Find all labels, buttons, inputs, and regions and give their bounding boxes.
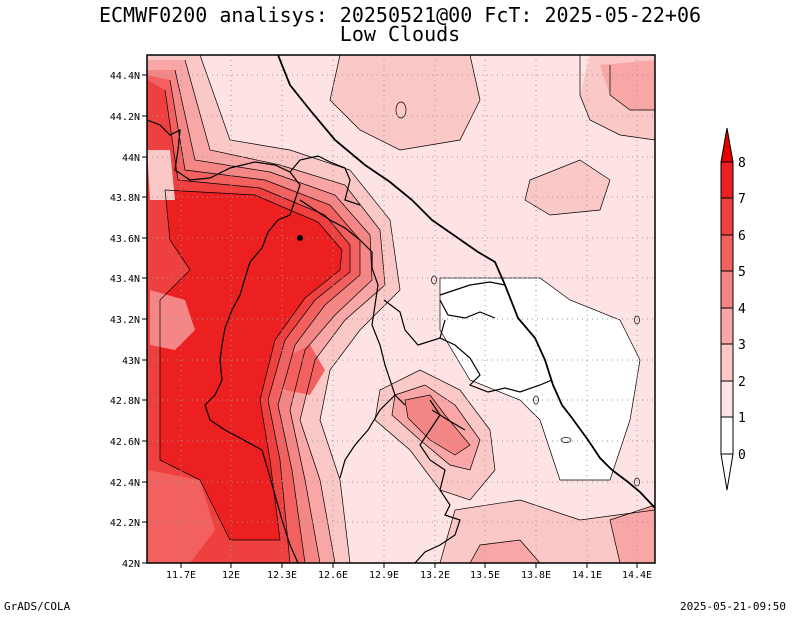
lat-tick-label: 43.8N — [110, 193, 140, 204]
lon-tick-label: 11.7E — [166, 570, 196, 581]
colorbar-swatch — [720, 270, 734, 309]
lat-tick-label: 42.8N — [110, 396, 140, 407]
colorbar-label: 8 — [738, 156, 746, 171]
colorbar-arrow-top — [720, 127, 734, 163]
lon-tick-label: 12.3E — [267, 570, 297, 581]
lat-tick-label: 43.2N — [110, 315, 140, 326]
lat-tick-label: 42.2N — [110, 518, 140, 529]
lat-tick-label: 43.6N — [110, 234, 140, 245]
lat-tick-label: 44.4N — [110, 71, 140, 82]
lon-tick-label: 13.2E — [420, 570, 450, 581]
colorbar-label: 6 — [738, 229, 746, 244]
lon-tick-label: 12.6E — [318, 570, 348, 581]
footer-credit: GrADS/COLA — [4, 600, 71, 613]
colorbar-label: 4 — [738, 302, 746, 317]
colorbar-swatch — [720, 307, 734, 345]
colorbar-arrow-bottom — [720, 453, 734, 491]
map-title: ECMWF0200 analisys: 20250521@00 FcT: 202… — [98, 3, 702, 27]
map-frame — [146, 54, 656, 564]
colorbar-label: 3 — [738, 338, 746, 353]
region-borders — [147, 119, 553, 563]
colorbar-label: 2 — [738, 375, 746, 390]
colorbar-label: 5 — [738, 265, 746, 280]
coastline — [277, 55, 655, 509]
lake-marker — [297, 235, 303, 241]
colorbar-swatch — [720, 380, 734, 418]
colorbar-swatch — [720, 234, 734, 272]
colorbar-label: 7 — [738, 192, 746, 207]
lon-tick-label: 14.4E — [622, 570, 652, 581]
colorbar-swatch — [720, 343, 734, 382]
lat-tick-label: 44.2N — [110, 112, 140, 123]
map-subtitle: Low Clouds — [339, 22, 461, 46]
lat-tick-label: 42.4N — [110, 478, 140, 489]
colorbar-swatch — [720, 416, 734, 455]
lat-tick-label: 43N — [122, 356, 140, 367]
colorbar-swatch — [720, 161, 734, 199]
lat-tick-label: 44N — [122, 153, 140, 164]
lon-tick-label: 13.5E — [470, 570, 500, 581]
colorbar-label: 1 — [738, 411, 746, 426]
colorbar-label: 0 — [738, 448, 746, 463]
lon-tick-label: 12E — [222, 570, 240, 581]
axis-ticks — [142, 74, 638, 568]
lat-tick-label: 42.6N — [110, 437, 140, 448]
lat-tick-label: 42N — [122, 559, 140, 570]
lon-tick-label: 12.9E — [369, 570, 399, 581]
colorbar: 0 1 2 3 4 5 6 7 8 — [720, 127, 746, 491]
footer-timestamp: 2025-05-21-09:50 — [680, 600, 786, 613]
lat-tick-label: 43.4N — [110, 274, 140, 285]
colorbar-swatch — [720, 197, 734, 236]
cloud-field — [147, 55, 655, 563]
lon-tick-label: 14.1E — [572, 570, 602, 581]
lon-tick-label: 13.8E — [521, 570, 551, 581]
